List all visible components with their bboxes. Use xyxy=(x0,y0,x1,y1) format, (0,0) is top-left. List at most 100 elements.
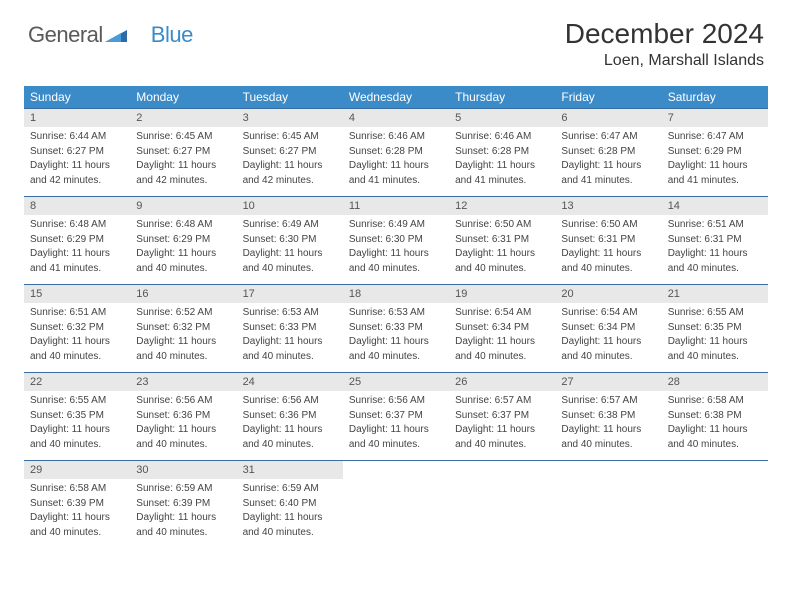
day-detail-line: Sunrise: 6:54 AM xyxy=(561,306,655,320)
day-detail-line: and 41 minutes. xyxy=(668,174,762,188)
logo-text-blue: Blue xyxy=(151,22,193,48)
day-detail-line: Sunset: 6:29 PM xyxy=(30,233,124,247)
day-detail-line: Daylight: 11 hours xyxy=(30,335,124,349)
logo-text-general: General xyxy=(28,22,103,48)
day-number-cell: 21 xyxy=(662,285,768,304)
day-detail-cell: Sunrise: 6:58 AMSunset: 6:39 PMDaylight:… xyxy=(24,479,130,548)
day-detail-row: Sunrise: 6:58 AM Sunset: 6:39 PMDaylight:… xyxy=(24,479,768,548)
day-detail-line: Daylight: 11 hours xyxy=(668,247,762,261)
day-detail-line: and 42 minutes. xyxy=(30,174,124,188)
day-detail-line: and 41 minutes. xyxy=(561,174,655,188)
day-number-cell: 10 xyxy=(237,197,343,216)
day-detail-line: Sunrise: 6:48 AM xyxy=(136,218,230,232)
day-detail-line: Sunrise: 6:47 AM xyxy=(668,130,762,144)
day-detail-line: Sunrise: 6:47 AM xyxy=(561,130,655,144)
day-detail-line: Sunset: 6:31 PM xyxy=(561,233,655,247)
day-detail-line: Sunrise: 6:51 AM xyxy=(30,306,124,320)
day-detail-line: and 40 minutes. xyxy=(668,350,762,364)
day-detail-line: Sunset: 6:31 PM xyxy=(455,233,549,247)
day-detail-line: Sunrise: 6:45 AM xyxy=(243,130,337,144)
day-detail-line: Sunrise: 6:56 AM xyxy=(349,394,443,408)
day-detail-line: Sunset: 6:29 PM xyxy=(668,145,762,159)
day-detail-cell: Sunrise: 6:50 AMSunset: 6:31 PMDaylight:… xyxy=(449,215,555,285)
day-detail-line: Sunset: 6:27 PM xyxy=(136,145,230,159)
day-detail-line: Sunset: 6:27 PM xyxy=(30,145,124,159)
day-detail-line: Sunset: 6:34 PM xyxy=(455,321,549,335)
day-detail-line: Sunset: 6:36 PM xyxy=(136,409,230,423)
day-detail-line: Sunset: 6:39 PM xyxy=(136,497,230,511)
day-header: Thursday xyxy=(449,86,555,109)
day-detail-line: Sunrise: 6:49 AM xyxy=(243,218,337,232)
day-detail-line: Daylight: 11 hours xyxy=(455,159,549,173)
day-number-cell: 28 xyxy=(662,373,768,392)
day-detail-cell: Sunrise: 6:56 AMSunset: 6:36 PMDaylight:… xyxy=(130,391,236,461)
day-number-cell: 24 xyxy=(237,373,343,392)
day-detail-cell xyxy=(343,479,449,548)
day-detail-cell: Sunrise: 6:50 AMSunset: 6:31 PMDaylight:… xyxy=(555,215,661,285)
day-detail-line: Sunrise: 6:54 AM xyxy=(455,306,549,320)
day-number-cell: 25 xyxy=(343,373,449,392)
day-detail-line: and 41 minutes. xyxy=(30,262,124,276)
day-detail-line: Daylight: 11 hours xyxy=(243,335,337,349)
day-detail-line: Daylight: 11 hours xyxy=(136,423,230,437)
day-detail-line: Daylight: 11 hours xyxy=(455,423,549,437)
calendar-table: Sunday Monday Tuesday Wednesday Thursday… xyxy=(24,86,768,548)
day-detail-cell xyxy=(555,479,661,548)
day-detail-line: Sunrise: 6:50 AM xyxy=(561,218,655,232)
day-detail-line: and 40 minutes. xyxy=(561,350,655,364)
day-detail-line: Daylight: 11 hours xyxy=(136,335,230,349)
day-detail-line: Sunset: 6:35 PM xyxy=(668,321,762,335)
day-detail-line: Daylight: 11 hours xyxy=(30,159,124,173)
day-detail-line: Sunset: 6:32 PM xyxy=(30,321,124,335)
day-number-cell: 1 xyxy=(24,109,130,128)
day-number-cell: 20 xyxy=(555,285,661,304)
day-detail-line: and 40 minutes. xyxy=(561,262,655,276)
day-detail-row: Sunrise: 6:55 AMSunset: 6:35 PMDaylight:… xyxy=(24,391,768,461)
day-detail-line: and 40 minutes. xyxy=(668,262,762,276)
day-number-cell: 8 xyxy=(24,197,130,216)
day-number-cell xyxy=(555,461,661,480)
day-header: Monday xyxy=(130,86,236,109)
day-detail-cell: Sunrise: 6:54 AMSunset: 6:34 PMDaylight:… xyxy=(555,303,661,373)
day-detail-cell: Sunrise: 6:45 AMSunset: 6:27 PMDaylight:… xyxy=(130,127,236,197)
day-detail-row: Sunrise: 6:48 AMSunset: 6:29 PMDaylight:… xyxy=(24,215,768,285)
day-detail-cell: Sunrise: 6:56 AMSunset: 6:36 PMDaylight:… xyxy=(237,391,343,461)
day-number-cell: 15 xyxy=(24,285,130,304)
day-number-cell: 18 xyxy=(343,285,449,304)
day-detail-line: and 40 minutes. xyxy=(561,438,655,452)
day-number-cell: 7 xyxy=(662,109,768,128)
day-detail-cell: Sunrise: 6:46 AMSunset: 6:28 PMDaylight:… xyxy=(343,127,449,197)
day-detail-line: Sunrise: 6:58 AM xyxy=(30,482,124,496)
day-detail-cell xyxy=(449,479,555,548)
day-detail-cell: Sunrise: 6:49 AMSunset: 6:30 PMDaylight:… xyxy=(237,215,343,285)
day-number-row: 293031 xyxy=(24,461,768,480)
day-detail-line: and 40 minutes. xyxy=(136,350,230,364)
day-detail-line: and 42 minutes. xyxy=(243,174,337,188)
day-detail-cell: Sunrise: 6:46 AMSunset: 6:28 PMDaylight:… xyxy=(449,127,555,197)
day-detail-line: and 40 minutes. xyxy=(136,438,230,452)
day-detail-line: Sunset: 6:28 PM xyxy=(349,145,443,159)
day-detail-line: Sunrise: 6:59 AM xyxy=(243,482,337,496)
day-detail-line: and 40 minutes. xyxy=(243,262,337,276)
day-detail-line: Sunset: 6:33 PM xyxy=(349,321,443,335)
day-detail-line: Daylight: 11 hours xyxy=(561,159,655,173)
day-header: Friday xyxy=(555,86,661,109)
day-detail-line: Daylight: 11 hours xyxy=(349,335,443,349)
day-detail-line: Daylight: 11 hours xyxy=(668,335,762,349)
day-detail-line: Sunrise: 6:53 AM xyxy=(243,306,337,320)
day-detail-line: Sunset: 6:31 PM xyxy=(668,233,762,247)
day-detail-line: Sunset: 6:29 PM xyxy=(136,233,230,247)
day-detail-line: Sunset: 6:36 PM xyxy=(243,409,337,423)
day-detail-line: Sunset: 6:30 PM xyxy=(349,233,443,247)
day-detail-cell: Sunrise: 6:59 AMSunset: 6:39 PMDaylight:… xyxy=(130,479,236,548)
day-number-cell: 2 xyxy=(130,109,236,128)
day-detail-cell: Sunrise: 6:45 AMSunset: 6:27 PMDaylight:… xyxy=(237,127,343,197)
day-number-cell: 23 xyxy=(130,373,236,392)
day-detail-line: Daylight: 11 hours xyxy=(136,511,230,525)
day-detail-cell: Sunrise: 6:55 AMSunset: 6:35 PMDaylight:… xyxy=(662,303,768,373)
day-detail-cell: Sunrise: 6:47 AMSunset: 6:29 PMDaylight:… xyxy=(662,127,768,197)
day-detail-line: Sunrise: 6:56 AM xyxy=(136,394,230,408)
day-detail-line: Sunset: 6:38 PM xyxy=(561,409,655,423)
day-detail-cell: Sunrise: 6:53 AMSunset: 6:33 PMDaylight:… xyxy=(343,303,449,373)
day-detail-line: Sunrise: 6:49 AM xyxy=(349,218,443,232)
